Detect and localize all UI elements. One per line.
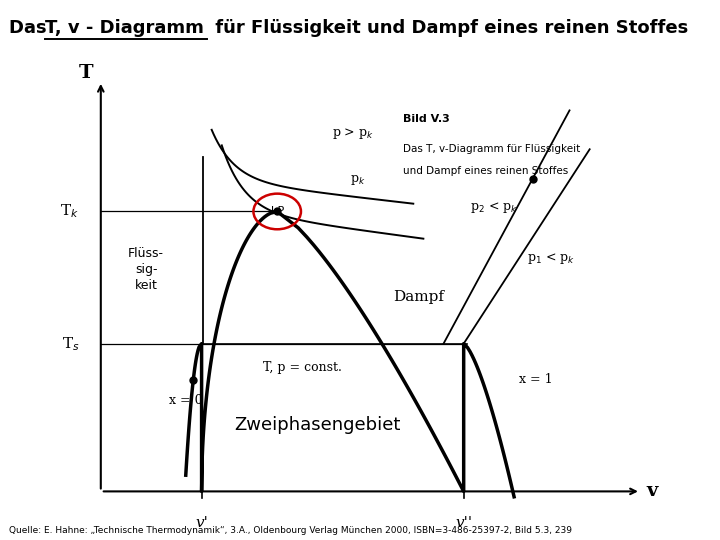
Text: T: T bbox=[79, 64, 94, 82]
Text: Das: Das bbox=[9, 19, 53, 37]
Text: Zweiphasengebiet: Zweiphasengebiet bbox=[234, 416, 401, 434]
Text: p$_k$: p$_k$ bbox=[350, 173, 366, 187]
Text: v': v' bbox=[195, 516, 208, 530]
Text: Bild V.3: Bild V.3 bbox=[403, 114, 450, 124]
Text: v: v bbox=[646, 482, 657, 501]
Text: T$_s$: T$_s$ bbox=[61, 335, 79, 353]
Text: Flüss-
sig-
keit: Flüss- sig- keit bbox=[128, 247, 164, 292]
Text: und Dampf eines reinen Stoffes: und Dampf eines reinen Stoffes bbox=[403, 166, 569, 176]
Text: für Flüssigkeit und Dampf eines reinen Stoffes: für Flüssigkeit und Dampf eines reinen S… bbox=[209, 19, 688, 37]
Text: p > p$_k$: p > p$_k$ bbox=[332, 126, 374, 141]
Text: v'': v'' bbox=[455, 516, 472, 530]
Text: p$_1$ < p$_k$: p$_1$ < p$_k$ bbox=[526, 251, 575, 266]
Text: p$_2$ < p$_k$: p$_2$ < p$_k$ bbox=[470, 200, 518, 215]
Text: Das T, v-Diagramm für Flüssigkeit: Das T, v-Diagramm für Flüssigkeit bbox=[403, 144, 580, 154]
Text: Dampf: Dampf bbox=[393, 290, 444, 304]
Text: T$_k$: T$_k$ bbox=[60, 202, 79, 220]
Text: T, v - Diagramm: T, v - Diagramm bbox=[45, 19, 204, 37]
Text: T, p = const.: T, p = const. bbox=[263, 361, 342, 374]
Text: kP: kP bbox=[271, 206, 284, 217]
Text: x = 0: x = 0 bbox=[169, 394, 203, 407]
Text: Quelle: E. Hahne: „Technische Thermodynamik“, 3.A., Oldenbourg Verlag München 20: Quelle: E. Hahne: „Technische Thermodyna… bbox=[9, 525, 572, 535]
Text: x = 1: x = 1 bbox=[519, 373, 553, 386]
